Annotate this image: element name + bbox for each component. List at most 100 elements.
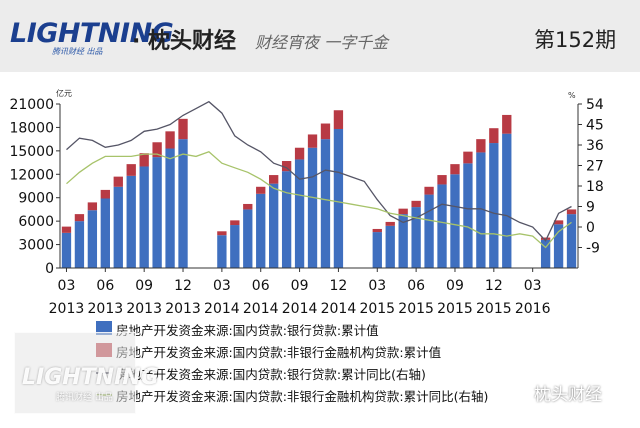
- bar-bank-loans: [566, 214, 577, 268]
- bar-nonbank-loans: [61, 226, 72, 233]
- bar-nonbank-loans: [489, 128, 499, 144]
- y2-tick-label: 9: [586, 200, 595, 216]
- bar-bank-loans: [489, 143, 499, 268]
- brand-subtitle: 腾讯财经 出品: [52, 47, 103, 56]
- bar-bank-loans: [320, 139, 331, 268]
- bar-bank-loans: [139, 166, 149, 268]
- watermark-brand: LIGHTNING: [22, 365, 159, 390]
- bar-nonbank-loans: [450, 164, 460, 175]
- x-tick-month-label: 12: [330, 278, 348, 294]
- bar-bank-loans: [61, 232, 72, 268]
- chart-svg: 21000 18000 15000 12000 9000 6000 3000 0 亿元 54 45 3…: [9, 88, 604, 317]
- bar-nonbank-loans: [230, 220, 240, 226]
- brand-logo: LIGHTNING: [10, 18, 174, 49]
- bar-nonbank-loans: [269, 175, 279, 184]
- legend-label: 房地产开发资金来源:国内贷款:银行贷款:累计同比(右轴): [116, 367, 426, 382]
- bar-nonbank-loans: [437, 175, 447, 185]
- bar-bank-loans: [450, 174, 460, 268]
- bar-bank-loans: [113, 186, 123, 268]
- bar-bank-loans: [372, 232, 382, 268]
- bar-bank-loans: [502, 133, 512, 268]
- x-tick-month-label: 06: [407, 278, 425, 294]
- y-tick-label: 3000: [18, 238, 54, 254]
- bar-nonbank-loans: [256, 186, 266, 194]
- bar-bank-loans: [152, 157, 162, 268]
- wechat-account-name: 枕头财经: [534, 385, 602, 405]
- bar-nonbank-loans: [165, 131, 175, 149]
- x-tick-year-label: 2016: [515, 301, 551, 317]
- x-tick-month-label: 03: [58, 278, 76, 294]
- watermark-subtitle: 腾讯财经 出品: [56, 393, 113, 403]
- y2-axis-unit-label: %: [568, 91, 576, 100]
- y-tick-label: 18000: [9, 120, 54, 136]
- x-tick-year-label: 2014: [282, 301, 318, 317]
- y2-tick-label: 0: [586, 220, 595, 236]
- y-tick-label: 12000: [9, 167, 54, 183]
- bar-bank-loans: [217, 235, 227, 268]
- bar-bank-loans: [333, 128, 344, 268]
- bar-bank-loans: [476, 152, 486, 268]
- y2-tick-label: 45: [586, 118, 604, 134]
- x-tick-month-label: 06: [96, 278, 114, 294]
- bar-bank-loans: [87, 210, 98, 268]
- legend-label: 房地产开发资金来源:国内贷款:银行贷款:累计值: [116, 323, 379, 338]
- line-nonbank-yoy: [66, 151, 572, 249]
- x-tick-year-label: 2013: [88, 301, 124, 317]
- bar-nonbank-loans: [502, 114, 512, 134]
- y-axis-unit-label: 亿元: [56, 88, 72, 98]
- y-tick-label: 0: [45, 261, 54, 277]
- slogan: 财经宵夜 一字千金: [255, 33, 389, 52]
- y-tick-label: 15000: [9, 144, 54, 160]
- bar-bank-loans: [269, 183, 279, 268]
- y2-tick-label: 18: [586, 179, 604, 195]
- x-tick-month-label: 09: [291, 278, 309, 294]
- x-tick-year-label: 2013: [126, 301, 162, 317]
- column-title: · 枕头财经: [132, 29, 237, 54]
- x-tick-year-label: 2013: [165, 301, 201, 317]
- bar-nonbank-loans: [476, 139, 486, 153]
- legend-label: 房地产开发资金来源:国内贷款:非银行金融机构贷款:累计同比(右轴): [116, 389, 489, 404]
- legend-swatch: [96, 321, 112, 335]
- bar-nonbank-loans: [152, 142, 162, 158]
- y-tick-label: 21000: [9, 97, 54, 113]
- bar-nonbank-loans: [74, 214, 85, 222]
- bar-bank-loans: [424, 194, 434, 268]
- bar-bank-loans: [165, 148, 175, 268]
- bar-nonbank-loans: [100, 189, 110, 199]
- bar-bank-loans: [100, 198, 110, 268]
- bar-bank-loans: [398, 214, 408, 268]
- x-tick-month-label: 12: [174, 278, 192, 294]
- x-tick-month-label: 12: [485, 278, 503, 294]
- x-tick-month-label: 03: [213, 278, 231, 294]
- bar-nonbank-loans: [333, 110, 344, 129]
- bar-nonbank-loans: [294, 147, 305, 160]
- bar-nonbank-loans: [217, 231, 227, 236]
- x-tick-month-label: 06: [252, 278, 270, 294]
- x-tick-year-label: 2014: [204, 301, 240, 317]
- line-bank-yoy: [66, 100, 572, 242]
- bar-bank-loans: [385, 225, 395, 268]
- bar-nonbank-loans: [281, 161, 292, 172]
- bar-bank-loans: [178, 139, 188, 268]
- watermark-logo-box: [14, 332, 136, 414]
- bar-nonbank-loans: [87, 202, 98, 211]
- bar-nonbank-loans: [139, 153, 149, 167]
- bar-bank-loans: [294, 159, 305, 268]
- x-tick-year-label: 2013: [49, 301, 85, 317]
- bar-nonbank-loans: [307, 134, 318, 148]
- y-tick-label: 9000: [18, 191, 54, 207]
- bar-nonbank-loans: [320, 123, 331, 140]
- bar-nonbank-loans: [540, 237, 551, 240]
- bar-nonbank-loans: [553, 220, 564, 225]
- bar-nonbank-loans: [566, 209, 577, 215]
- bar-nonbank-loans: [113, 176, 123, 187]
- y2-tick-label: -9: [586, 241, 600, 257]
- bar-bank-loans: [463, 163, 473, 268]
- x-tick-year-label: 2015: [398, 301, 434, 317]
- bar-nonbank-loans: [385, 221, 395, 226]
- y2-tick-label: 27: [586, 159, 604, 175]
- x-tick-year-label: 2015: [437, 301, 473, 317]
- x-tick-month-label: 09: [446, 278, 464, 294]
- issue-number: 第152期: [534, 28, 617, 52]
- x-tick-month-label: 03: [524, 278, 542, 294]
